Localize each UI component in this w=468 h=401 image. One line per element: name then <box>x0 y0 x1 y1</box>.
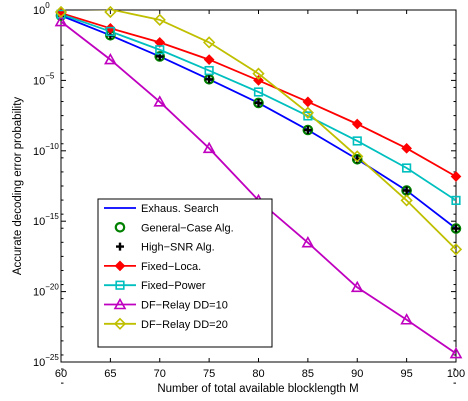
y-tick-base: 10 <box>33 5 45 17</box>
series-5-point <box>153 95 167 107</box>
series-5-point <box>54 14 68 27</box>
series-6-point <box>54 5 68 19</box>
series-line-4 <box>61 13 456 202</box>
legend-label: DF−Relay DD=10 <box>141 300 228 312</box>
series-1-point <box>351 153 363 165</box>
legend-label: DF−Relay DD=20 <box>141 319 228 331</box>
series-3-point <box>302 96 314 108</box>
y-tick-label: 10−10 <box>33 142 59 158</box>
series-4-point <box>451 195 461 206</box>
series-4-point <box>303 111 313 121</box>
series-5-point <box>104 52 117 65</box>
series-1-point <box>302 124 314 136</box>
legend-entry: General−Case Alg. <box>114 222 234 234</box>
series-5-point <box>350 280 364 293</box>
series-2-point <box>452 224 460 233</box>
y-tick-label: 10−5 <box>33 71 55 87</box>
y-tick-label: 10−20 <box>33 283 59 299</box>
legend-label: Fixed−Loca. <box>141 261 201 273</box>
x-tick-label: 75 <box>203 368 215 380</box>
legend-entry: DF−Relay DD=10 <box>104 297 228 312</box>
series-2-point <box>402 186 411 195</box>
y-tick-base: 10 <box>33 75 45 87</box>
series-5-point <box>400 313 413 325</box>
series-6-point <box>104 5 117 19</box>
series-3-point <box>351 118 363 130</box>
y-tick-exponent: −5 <box>45 71 55 80</box>
series-3-point <box>154 37 166 48</box>
series-6-point <box>449 243 463 256</box>
series-4-point <box>105 26 115 37</box>
y-axis-label: Accurate decoding error probability <box>12 97 24 276</box>
series-3-point <box>401 142 412 154</box>
series-3-point <box>203 54 215 65</box>
series-5-point <box>202 141 216 154</box>
series-6-point <box>301 106 315 119</box>
x-tick-label: 65 <box>104 368 116 380</box>
x-tick-label: 85 <box>302 368 314 380</box>
series-6-point <box>400 194 413 207</box>
series-5-point <box>449 346 463 359</box>
series-3-point <box>450 171 462 182</box>
series-4-point <box>352 136 362 146</box>
x-tick-label: 100 <box>447 368 465 380</box>
x-tick-label: 95 <box>401 368 413 380</box>
series-6-point <box>202 36 216 49</box>
legend-marker <box>115 280 125 290</box>
legend-marker <box>114 260 126 272</box>
series-2-point <box>205 75 214 84</box>
series-4-point <box>155 45 165 55</box>
y-tick-exponent: 0 <box>45 1 50 10</box>
legend-entry: Exhaus. Search <box>104 203 219 215</box>
legend: Exhaus. Search General−Case Alg. High−SNR … <box>97 198 273 348</box>
legend-entry: High−SNR Alg. <box>116 242 215 254</box>
y-tick-base: 10 <box>33 287 45 299</box>
series-2-point <box>303 126 312 135</box>
legend-label: Fixed−Power <box>141 280 206 292</box>
series-1-point <box>253 97 264 109</box>
legend-label: Exhaus. Search <box>141 203 219 215</box>
series-6-point <box>153 13 166 26</box>
x-tick-label: 90 <box>351 368 363 380</box>
x-axis-label: Number of total available blocklength M <box>157 383 358 395</box>
series-5-point <box>301 235 315 248</box>
legend-entry: Fixed−Loca. <box>104 260 201 273</box>
x-tick-label: 80 <box>252 368 264 380</box>
series-4-point <box>253 87 264 97</box>
legend-label: General−Case Alg. <box>141 222 234 234</box>
legend-box <box>97 198 273 348</box>
y-tick-label: 10−15 <box>33 212 59 228</box>
x-axis-ticks: 60 65 70 75 80 85 90 95 100 <box>55 10 465 380</box>
series-4-point <box>402 163 412 173</box>
legend-marker <box>114 222 126 233</box>
series-6-point <box>252 67 265 80</box>
series-2-point <box>254 98 263 107</box>
y-tick-exponent: −20 <box>45 283 59 292</box>
y-tick-exponent: −25 <box>45 353 59 362</box>
series-4-point <box>204 65 214 76</box>
legend-entry: DF−Relay DD=20 <box>104 317 228 331</box>
x-tick-label: 70 <box>154 368 166 380</box>
series-3-point <box>253 75 264 86</box>
legend-label: High−SNR Alg. <box>141 242 215 254</box>
y-tick-label: 10−25 <box>33 353 59 369</box>
series-line-6 <box>80 10 456 250</box>
legend-entry: Fixed−Power <box>104 280 206 292</box>
x-tick-label: 60 <box>55 368 67 380</box>
y-tick-exponent: −10 <box>45 142 59 151</box>
y-tick-base: 10 <box>33 357 45 369</box>
series-6-point <box>351 150 364 163</box>
y-tick-label: 100 <box>33 1 50 17</box>
y-tick-base: 10 <box>33 146 45 158</box>
legend-marker <box>116 242 124 251</box>
series-layer <box>54 5 463 359</box>
legend-marker <box>113 317 127 330</box>
y-tick-base: 10 <box>33 216 45 228</box>
y-tick-exponent: −15 <box>45 212 59 221</box>
legend-marker <box>113 297 127 310</box>
series-1-point <box>450 223 462 234</box>
series-1-point <box>154 51 166 62</box>
